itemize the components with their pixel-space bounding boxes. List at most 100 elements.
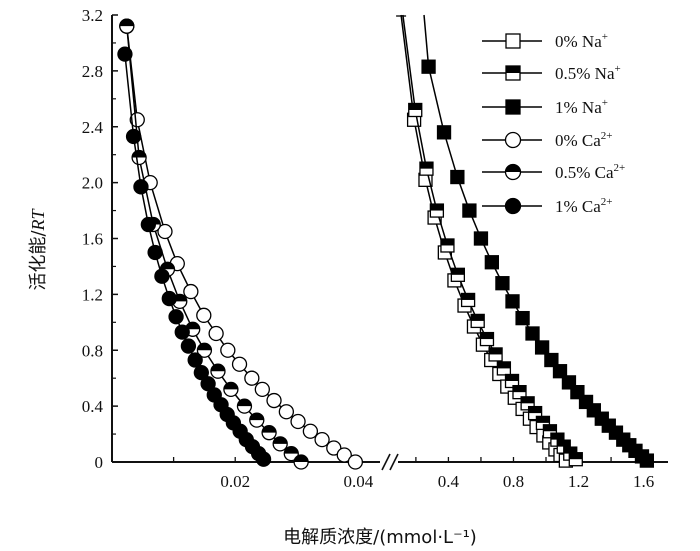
- data-point: [505, 294, 520, 309]
- marker-shape: [505, 33, 521, 49]
- marker-half-fill: [262, 425, 277, 433]
- data-point: [639, 453, 655, 468]
- data-point: [174, 324, 190, 340]
- legend-label: 1% Na+: [555, 97, 608, 117]
- y-tick-label: 2.0: [82, 174, 103, 193]
- marker-shape: [436, 125, 452, 140]
- legend-label-name: 0.5% Na: [555, 64, 615, 83]
- data-point: [244, 370, 260, 386]
- axis-break-mark: [389, 453, 399, 471]
- data-point: [534, 340, 550, 355]
- legend-label-charge: +: [602, 97, 608, 109]
- axes: 0 0.4 0.8 1.2 1.6 2.0 2.4 2.8 3.2 0.02 0.04 0.4 0.8 1…: [82, 6, 668, 491]
- data-point: [440, 238, 455, 253]
- data-point: [231, 356, 248, 372]
- marker-shape: [525, 326, 540, 341]
- marker-half-fill: [160, 262, 175, 270]
- data-point: [436, 125, 452, 140]
- marker-shape: [244, 370, 260, 386]
- legend-item: 0.5% Na+: [482, 63, 621, 83]
- legend-label-name: 1% Na: [555, 98, 602, 117]
- marker-half-fill: [543, 424, 557, 432]
- marker-shape: [534, 340, 550, 355]
- legend-label: 0% Na+: [555, 31, 608, 51]
- marker-shape: [505, 99, 521, 115]
- data-point: [496, 361, 512, 376]
- data-point: [278, 404, 295, 420]
- legend-marker: [504, 197, 522, 215]
- y-tick-label: 0.4: [82, 397, 104, 416]
- legend-label: 0% Ca2+: [555, 130, 613, 150]
- marker-half-fill: [563, 447, 577, 454]
- series-group: [117, 14, 655, 470]
- marker-shape: [255, 451, 272, 467]
- x-tick-label: 1.2: [568, 472, 589, 491]
- legend-label-charge: +: [602, 31, 608, 43]
- marker-shape: [544, 352, 559, 368]
- y-tick-label: 2.8: [82, 62, 103, 81]
- marker-shape: [278, 404, 295, 420]
- data-point: [119, 18, 135, 34]
- marker-shape: [220, 342, 236, 358]
- legend-item: 0.5% Ca2+: [482, 162, 625, 182]
- y-axis-label-main: 活化能/: [28, 230, 49, 291]
- marker-shape: [495, 276, 510, 291]
- data-point: [168, 309, 184, 325]
- data-point: [249, 412, 265, 428]
- data-point: [147, 244, 163, 261]
- data-point: [326, 440, 342, 456]
- data-point: [283, 445, 299, 462]
- legend-label-charge: 2+: [601, 196, 613, 208]
- x-tick-label: 1.6: [633, 472, 654, 491]
- marker-shape: [290, 413, 306, 430]
- data-point: [161, 290, 177, 307]
- marker-half-fill: [273, 436, 288, 444]
- marker-shape: [154, 268, 170, 284]
- marker-shape: [125, 128, 142, 145]
- marker-half-fill: [419, 162, 433, 169]
- marker-shape: [129, 112, 145, 128]
- legend-marker: [504, 163, 522, 181]
- data-point: [462, 203, 477, 218]
- marker-half-fill: [210, 364, 225, 372]
- marker-half-fill: [505, 374, 519, 381]
- marker-shape: [196, 307, 212, 323]
- marker-shape: [183, 283, 199, 300]
- marker-half-fill: [237, 399, 252, 407]
- marker-half-fill: [408, 103, 422, 110]
- data-point: [408, 102, 423, 118]
- marker-shape: [336, 447, 352, 463]
- y-axis-label-italic: RT: [28, 207, 48, 231]
- series-0-5-ca: [119, 18, 309, 470]
- marker-shape: [302, 423, 319, 439]
- data-point: [470, 313, 485, 329]
- data-point: [336, 447, 352, 463]
- data-point: [504, 373, 520, 389]
- data-point: [131, 149, 147, 166]
- marker-shape: [450, 169, 465, 185]
- legend-marker: [504, 131, 522, 149]
- marker-half-fill: [284, 446, 299, 454]
- data-point: [223, 381, 239, 398]
- data-point: [117, 46, 133, 62]
- marker-shape: [326, 440, 342, 456]
- data-point: [314, 431, 330, 448]
- marker-shape: [347, 454, 364, 470]
- marker-half-fill: [249, 413, 264, 421]
- legend: 0% Na+0.5% Na+1% Na+0% Ca2+0.5% Ca2+1% C…: [482, 31, 625, 216]
- series-0-5-na: [402, 14, 583, 467]
- data-point: [450, 169, 465, 185]
- data-point: [154, 268, 170, 284]
- marker-shape: [639, 453, 655, 468]
- legend-label-name: 0.5% Ca: [555, 163, 614, 182]
- legend-marker: [505, 33, 521, 49]
- marker-half-fill: [513, 385, 526, 393]
- y-tick-label: 2.4: [82, 118, 104, 137]
- marker-half-fill: [489, 347, 503, 355]
- marker-half-fill: [119, 19, 134, 27]
- marker-half-fill: [451, 268, 465, 275]
- legend-label: 0.5% Na+: [555, 63, 621, 83]
- marker-shape: [266, 392, 282, 409]
- data-point: [183, 283, 199, 300]
